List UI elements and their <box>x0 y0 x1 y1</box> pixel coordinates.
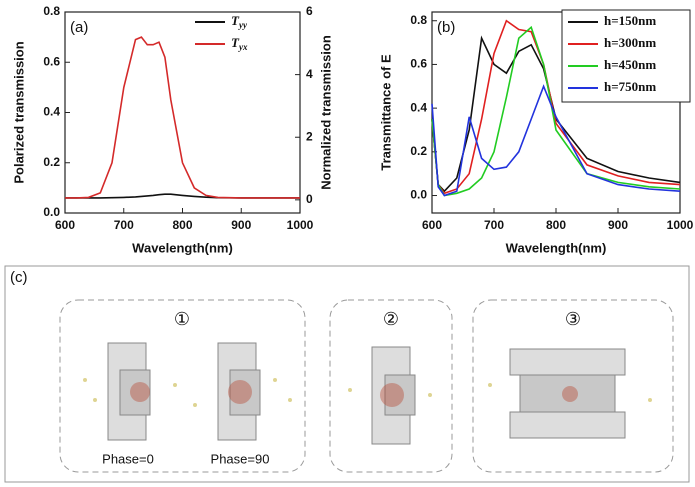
y2-tick-label: 2 <box>306 129 313 143</box>
subpanel <box>59 299 306 473</box>
x-axis-label: Wavelength(nm) <box>132 240 233 255</box>
series-line <box>431 19 681 195</box>
y-tick-label: 0.0 <box>43 205 60 219</box>
panel-label: (a) <box>70 19 88 36</box>
caption: Phase=90 <box>211 451 270 466</box>
y-axis-label: Polarized transmission <box>11 41 26 183</box>
subpanel-label: ③ <box>565 309 581 329</box>
legend-label: Tyy <box>231 13 248 30</box>
field-dots <box>83 378 652 407</box>
x-tick-label: 800 <box>172 218 192 232</box>
y-tick-label: 0.8 <box>410 13 427 27</box>
subpanel <box>472 299 674 473</box>
y-tick-label: 0.8 <box>43 4 60 18</box>
y-tick-label: 0.0 <box>410 188 427 202</box>
legend-frame <box>561 9 691 103</box>
x-tick-label: 1000 <box>287 218 314 232</box>
x-tick-label: 600 <box>422 218 442 232</box>
x-tick-label: 600 <box>55 218 75 232</box>
panel-c: (c) ① ② ③ Phase=0 Phase=90 <box>4 265 690 483</box>
x-axis-label: Wavelength(nm) <box>506 240 607 255</box>
legend-label: Tyx <box>231 35 248 52</box>
structure <box>107 342 626 445</box>
legend-label: h=450nm <box>604 57 656 72</box>
y2-axis-label: Normalized transmission <box>318 35 333 190</box>
x-tick-label: 700 <box>114 218 134 232</box>
legend-label: h=750nm <box>604 79 656 94</box>
panel-label: (c) <box>10 269 28 286</box>
caption: Phase=0 <box>102 451 154 466</box>
x-tick-label: 1000 <box>667 218 694 232</box>
subpanel-label: ② <box>383 309 399 329</box>
x-tick-label: 700 <box>484 218 504 232</box>
x-tick-label: 800 <box>546 218 566 232</box>
legend-label: h=300nm <box>604 35 656 50</box>
y-tick-label: 0.4 <box>43 105 60 119</box>
y2-tick-label: 4 <box>306 67 313 81</box>
y-tick-label: 0.2 <box>410 144 427 158</box>
series-line <box>431 35 681 193</box>
x-tick-label: 900 <box>231 218 251 232</box>
y-tick-label: 0.6 <box>43 54 60 68</box>
y-tick-label: 0.4 <box>410 100 427 114</box>
series-line <box>431 25 681 197</box>
panel-label: (b) <box>437 19 455 36</box>
plot-frame <box>64 11 301 214</box>
panel-frame <box>4 265 690 483</box>
series-line <box>431 84 681 197</box>
subpanel <box>329 299 453 473</box>
subpanel-label: ① <box>174 309 190 329</box>
field-arrows <box>130 380 578 407</box>
x-tick-label: 900 <box>608 218 628 232</box>
series-line <box>65 36 300 199</box>
y-tick-label: 0.6 <box>410 57 427 71</box>
y-tick-label: 0.2 <box>43 155 60 169</box>
y2-tick-label: 6 <box>306 4 313 18</box>
y2-tick-label: 0 <box>306 192 313 206</box>
legend-label: h=150nm <box>604 13 656 28</box>
y-axis-label: Transmittance of E <box>378 54 393 171</box>
